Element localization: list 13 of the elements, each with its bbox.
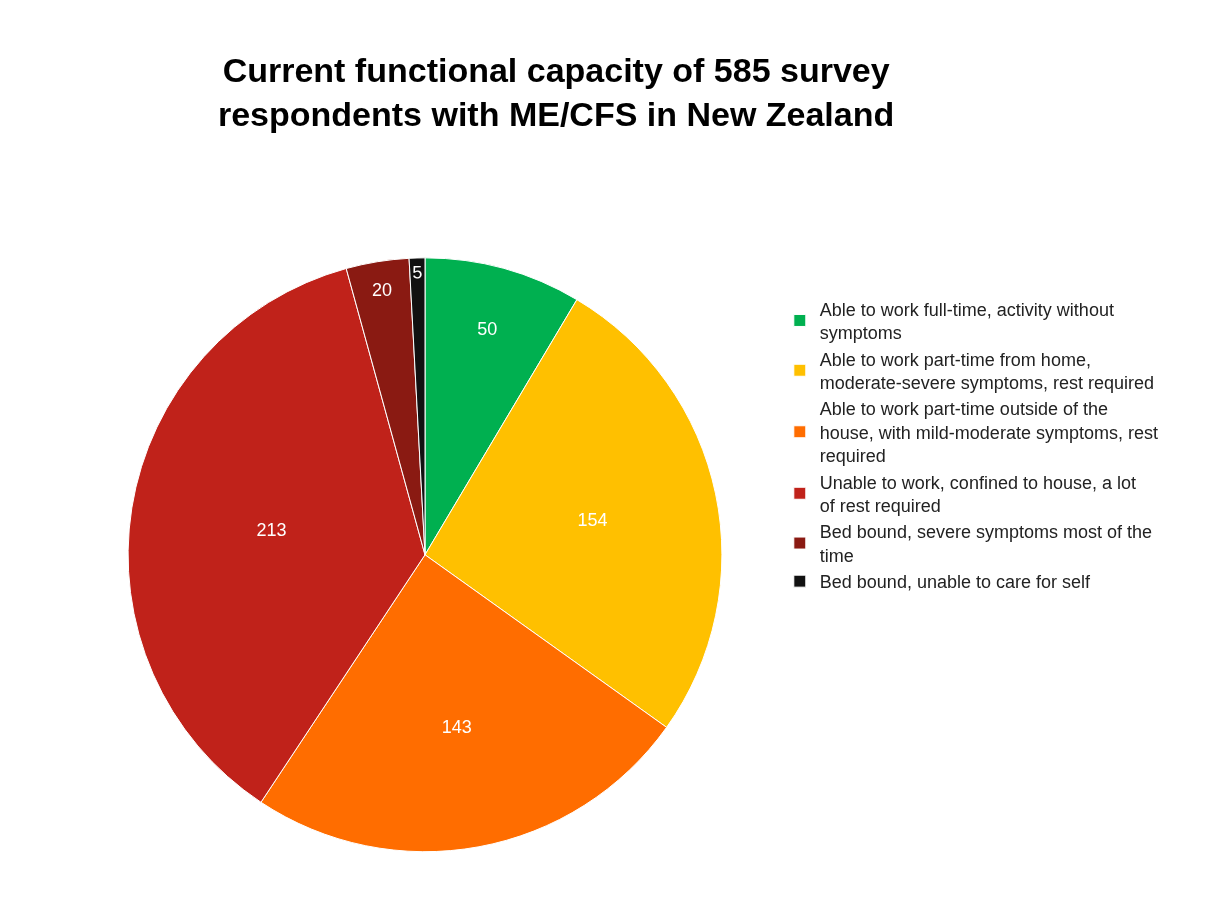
data-label: 5 (412, 262, 423, 283)
legend-label: Unable to work, confined to house, a lot of rest required (819, 472, 1137, 516)
data-label: 213 (256, 520, 287, 541)
data-label: 154 (577, 509, 608, 530)
data-label: 143 (441, 717, 472, 738)
legend-label: Able to work full-time, activity without symptoms (819, 299, 1114, 344)
data-label: 50 (477, 318, 498, 339)
legend-label: Able to work part-time outside of the house, with mild-moderate symptoms, rest required (819, 399, 1158, 467)
data-label: 20 (371, 280, 392, 301)
legend-label: Bed bound, severe symptoms most of the time (819, 522, 1152, 566)
chart-title: Current functional capacity of 585 survey respondents with ME/CFS in New Zealand (217, 50, 895, 133)
legend-label: Bed bound, unable to care for self (819, 572, 1091, 593)
legend-label: Able to work part-time from home, moderate-severe symptoms, rest required (819, 349, 1154, 393)
